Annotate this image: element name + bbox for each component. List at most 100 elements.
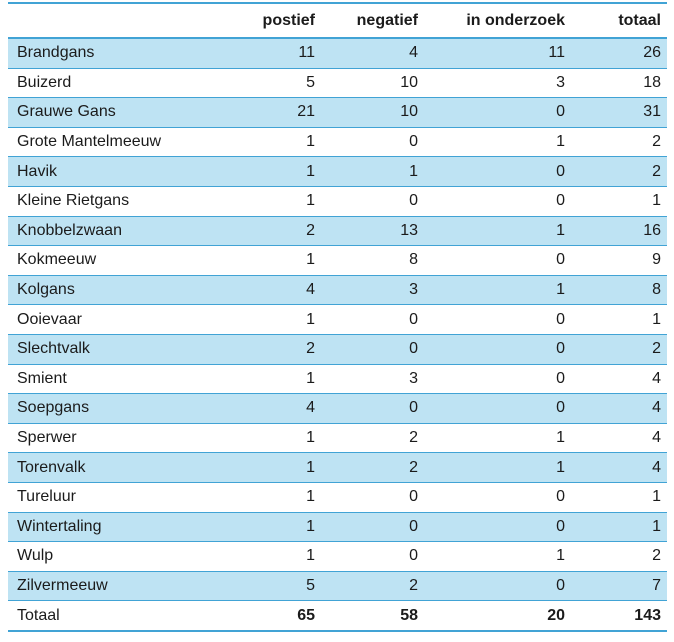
species-cell: Smient <box>8 364 212 395</box>
species-cell: Kokmeeuw <box>8 245 212 276</box>
value-cell: 2 <box>571 541 667 572</box>
table-row: Ooievaar 1 0 0 1 <box>8 304 667 335</box>
value-cell: 1 <box>571 512 667 543</box>
species-cell: Kolgans <box>8 275 212 306</box>
table-row: Wulp 1 0 1 2 <box>8 541 667 572</box>
value-cell: 1 <box>571 482 667 513</box>
species-cell: Wulp <box>8 541 212 572</box>
value-cell: 9 <box>571 245 667 276</box>
species-cell: Buizerd <box>8 68 212 99</box>
table-header: postief negatief in onderzoek totaal <box>8 3 667 39</box>
value-cell: 2 <box>571 334 667 365</box>
value-cell: 11 <box>212 38 321 69</box>
value-cell: 58 <box>400 606 418 624</box>
value-cell: 0 <box>424 186 571 217</box>
value-cell: 0 <box>424 245 571 276</box>
value-cell: 2 <box>212 334 321 365</box>
value-cell: 0 <box>424 364 571 395</box>
value-cell: 1 <box>424 275 571 306</box>
value-cell: 2 <box>321 571 424 602</box>
value-cell: 2 <box>212 216 321 247</box>
value-cell: 1 <box>212 186 321 217</box>
value-cell: 1 <box>571 304 667 335</box>
table-row: Zilvermeeuw 5 2 0 7 <box>8 571 667 602</box>
bird-status-table: postief negatief in onderzoek totaal Bra… <box>8 2 667 632</box>
value-cell: 0 <box>321 512 424 543</box>
column-header-postief: postief <box>212 3 321 39</box>
value-cell: 1 <box>212 304 321 335</box>
value-cell: 18 <box>571 68 667 99</box>
value-cell: 4 <box>571 452 667 483</box>
value-cell: 1 <box>424 423 571 454</box>
header-row: postief negatief in onderzoek totaal <box>8 3 667 39</box>
value-cell: 11 <box>424 38 571 69</box>
value-cell: 8 <box>321 245 424 276</box>
column-header-in-onderzoek: in onderzoek <box>424 3 571 39</box>
table-row: Kolgans 4 3 1 8 <box>8 275 667 306</box>
table-row: Grote Mantelmeeuw 1 0 1 2 <box>8 127 667 158</box>
value-cell: 3 <box>424 68 571 99</box>
table-row: Knobbelzwaan 2 13 1 16 <box>8 216 667 247</box>
value-cell: 4 <box>212 393 321 424</box>
value-cell: 2 <box>571 127 667 158</box>
species-cell: Slechtvalk <box>8 334 212 365</box>
species-cell: Soepgans <box>8 393 212 424</box>
species-cell: Torenvalk <box>8 452 212 483</box>
value-cell: 3 <box>321 275 424 306</box>
species-cell: Totaal <box>17 606 60 624</box>
value-cell: 0 <box>321 482 424 513</box>
species-cell: Kleine Rietgans <box>8 186 212 217</box>
table-row: Torenvalk 1 2 1 4 <box>8 452 667 483</box>
value-cell: 0 <box>424 571 571 602</box>
species-cell: Havik <box>8 156 212 187</box>
value-cell: 1 <box>212 423 321 454</box>
value-cell: 0 <box>321 334 424 365</box>
value-cell: 0 <box>424 334 571 365</box>
species-cell: Tureluur <box>8 482 212 513</box>
table-row: Brandgans 11 4 11 26 <box>8 38 667 69</box>
value-cell: 5 <box>212 68 321 99</box>
value-cell: 1 <box>212 512 321 543</box>
value-cell: 8 <box>571 275 667 306</box>
value-cell: 1 <box>321 156 424 187</box>
value-cell: 0 <box>321 186 424 217</box>
table-row: Buizerd 5 10 3 18 <box>8 68 667 99</box>
value-cell: 1 <box>212 127 321 158</box>
table-row: Slechtvalk 2 0 0 2 <box>8 334 667 365</box>
table-row: Tureluur 1 0 0 1 <box>8 482 667 513</box>
species-cell: Grauwe Gans <box>8 97 212 128</box>
value-cell: 2 <box>321 423 424 454</box>
value-cell: 0 <box>321 127 424 158</box>
value-cell: 1 <box>424 452 571 483</box>
species-cell: Brandgans <box>8 38 212 69</box>
species-cell: Wintertaling <box>8 512 212 543</box>
column-header-species <box>8 3 212 39</box>
table-row: Wintertaling 1 0 0 1 <box>8 512 667 543</box>
value-cell: 13 <box>321 216 424 247</box>
value-cell: 2 <box>321 452 424 483</box>
table-row: Grauwe Gans 21 10 0 31 <box>8 97 667 128</box>
species-cell: Ooievaar <box>8 304 212 335</box>
value-cell: 1 <box>212 156 321 187</box>
value-cell: 0 <box>424 156 571 187</box>
table-row: Kleine Rietgans 1 0 0 1 <box>8 186 667 217</box>
value-cell: 143 <box>634 606 661 624</box>
value-cell: 4 <box>571 364 667 395</box>
table-row: Sperwer 1 2 1 4 <box>8 423 667 454</box>
value-cell: 2 <box>571 156 667 187</box>
value-cell: 0 <box>321 541 424 572</box>
value-cell: 0 <box>424 97 571 128</box>
column-header-negatief: negatief <box>321 3 424 39</box>
value-cell: 21 <box>212 97 321 128</box>
total-row: Totaal 65 58 20 143 <box>8 600 667 631</box>
value-cell: 7 <box>571 571 667 602</box>
value-cell: 0 <box>424 482 571 513</box>
value-cell: 1 <box>212 364 321 395</box>
value-cell: 1 <box>212 541 321 572</box>
value-cell: 1 <box>424 127 571 158</box>
value-cell: 5 <box>212 571 321 602</box>
value-cell: 1 <box>212 245 321 276</box>
species-cell: Knobbelzwaan <box>8 216 212 247</box>
value-cell: 10 <box>321 68 424 99</box>
